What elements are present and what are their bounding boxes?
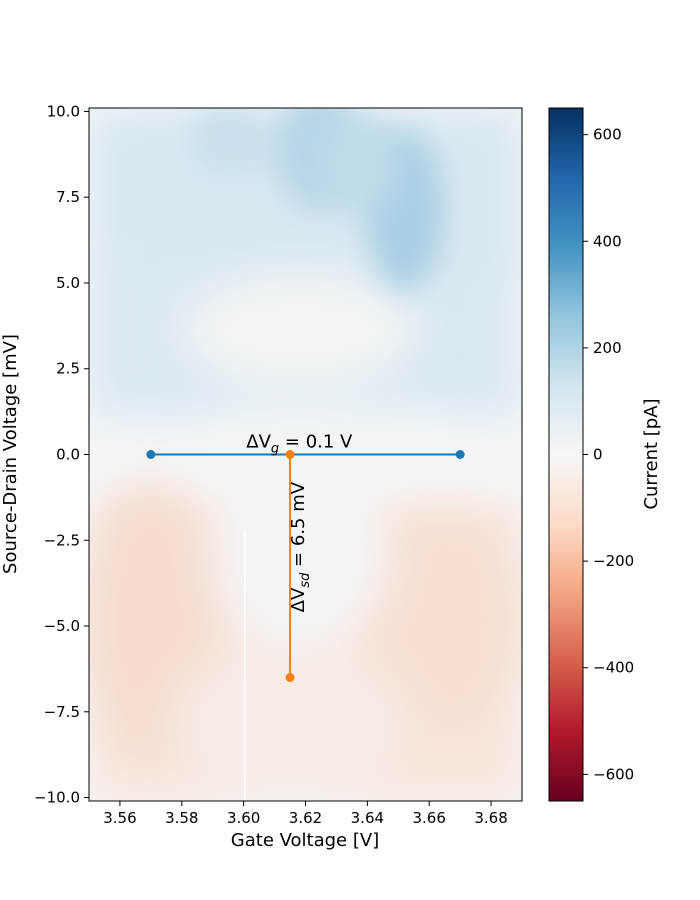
colorbar-label: Current [pA] bbox=[641, 398, 662, 509]
x-tick-label: 3.58 bbox=[165, 809, 198, 827]
colorbar bbox=[548, 107, 584, 802]
y-tick-label: −2.5 bbox=[44, 531, 80, 549]
annotations: ΔVg = 0.1 V ΔVsd = 6.5 mV bbox=[246, 432, 353, 613]
delta-vsd-annotation: ΔVsd = 6.5 mV bbox=[288, 481, 313, 612]
colorbar-tick-label: 200 bbox=[593, 339, 622, 357]
y-tick-label: 7.5 bbox=[56, 188, 80, 206]
colorbar-tick-label: −600 bbox=[593, 765, 634, 783]
series-0-point-1 bbox=[455, 450, 465, 459]
series-layer bbox=[146, 450, 465, 682]
y-tick-label: −10.0 bbox=[34, 789, 80, 807]
y-tick-label: 2.5 bbox=[56, 360, 80, 378]
y-tick-label: −7.5 bbox=[44, 703, 80, 721]
y-axis: 10.0 7.5 5.0 2.5 0.0 −2.5 −5.0 −7.5 −10.0 bbox=[34, 102, 89, 807]
y-tick-label: 5.0 bbox=[56, 274, 80, 292]
heatmap bbox=[89, 108, 522, 801]
colorbar-tick-label: 600 bbox=[593, 126, 622, 144]
series-1-point-0 bbox=[285, 450, 295, 459]
y-tick-label: −5.0 bbox=[44, 617, 80, 635]
series-1-point-1 bbox=[285, 672, 295, 682]
y-tick-label: 10.0 bbox=[47, 102, 80, 120]
x-tick-label: 3.68 bbox=[474, 809, 507, 827]
delta-vg-annotation: ΔVg = 0.1 V bbox=[246, 432, 353, 457]
x-tick-label: 3.56 bbox=[103, 809, 136, 827]
colorbar-tick-label: −400 bbox=[593, 659, 634, 677]
x-axis-label: Gate Voltage [V] bbox=[231, 830, 379, 851]
colorbar-tick-label: −200 bbox=[593, 552, 634, 570]
y-tick-label: 0.0 bbox=[56, 446, 80, 464]
colorbar-ticks: 600 400 200 0 −200 −400 −600 bbox=[583, 126, 634, 783]
x-axis: 3.56 3.58 3.60 3.62 3.64 3.66 3.68 bbox=[103, 801, 508, 827]
colorbar-tick-label: 400 bbox=[593, 232, 622, 250]
x-tick-label: 3.62 bbox=[289, 809, 322, 827]
colorbar-tick-label: 0 bbox=[593, 446, 603, 464]
x-tick-label: 3.64 bbox=[351, 809, 384, 827]
x-tick-label: 3.66 bbox=[413, 809, 446, 827]
x-tick-label: 3.60 bbox=[227, 809, 260, 827]
series-0-point-0 bbox=[146, 450, 156, 459]
y-axis-label: Source-Drain Voltage [mV] bbox=[0, 334, 21, 574]
